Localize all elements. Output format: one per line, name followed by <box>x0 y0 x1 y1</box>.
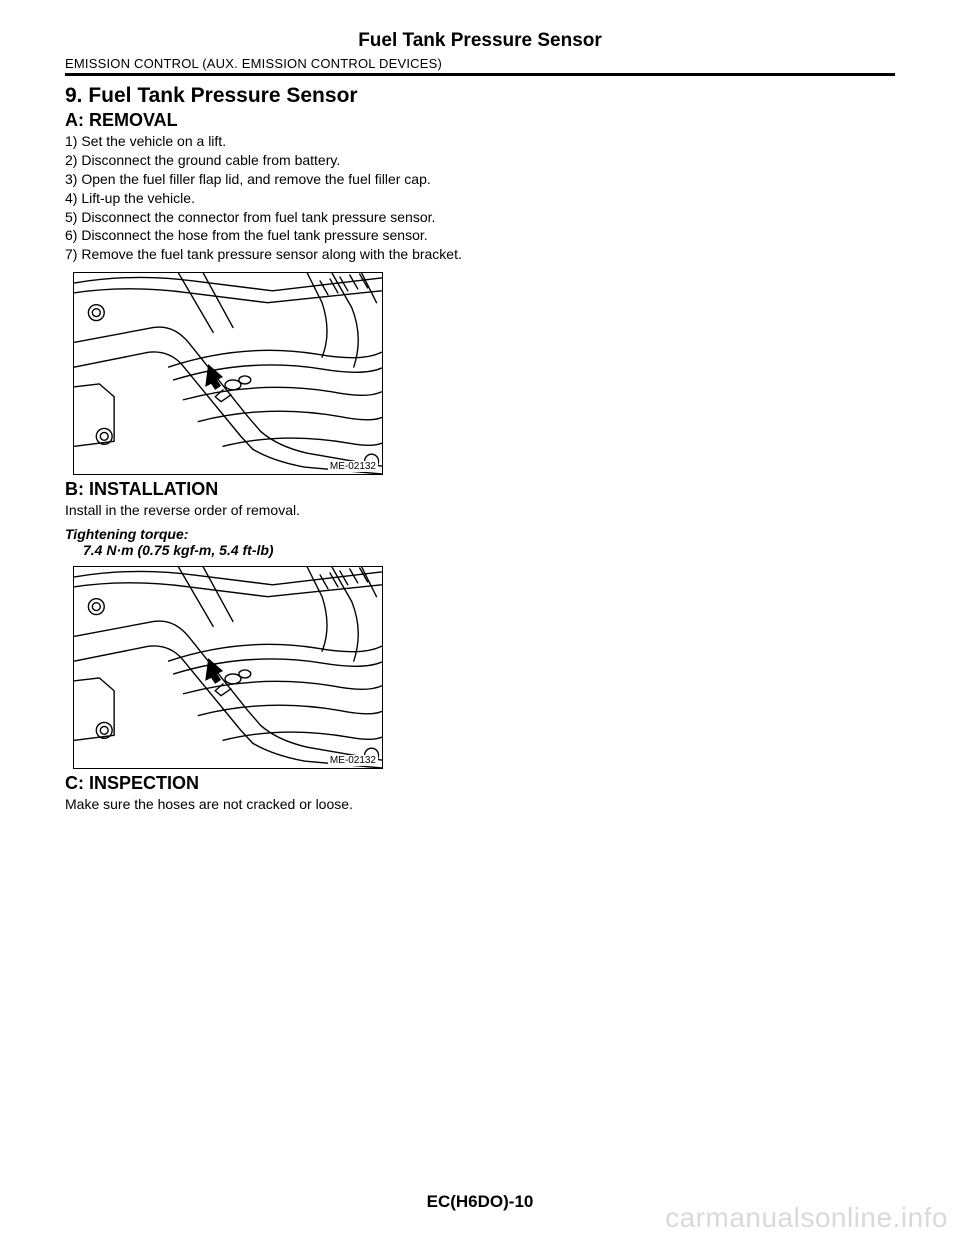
figure-2: ME-02132 <box>73 566 383 769</box>
main-column: 9. Fuel Tank Pressure Sensor A: REMOVAL … <box>65 84 470 814</box>
figure-2-label: ME-02132 <box>328 755 378 766</box>
step-1: 1) Set the vehicle on a lift. <box>65 132 470 151</box>
step-7: 7) Remove the fuel tank pressure sensor … <box>65 245 470 264</box>
heading-b-installation: B: INSTALLATION <box>65 479 470 500</box>
heading-a-removal: A: REMOVAL <box>65 110 470 131</box>
watermark: carmanualsonline.info <box>665 1202 948 1234</box>
figure-2-svg <box>74 567 382 768</box>
figure-1-label: ME-02132 <box>328 461 378 472</box>
inspection-text: Make sure the hoses are not cracked or l… <box>65 795 470 814</box>
section-number-title: 9. Fuel Tank Pressure Sensor <box>65 84 470 108</box>
torque-value: 7.4 N·m (0.75 kgf-m, 5.4 ft-lb) <box>65 542 470 558</box>
step-3: 3) Open the fuel filler flap lid, and re… <box>65 170 470 189</box>
removal-steps: 1) Set the vehicle on a lift. 2) Disconn… <box>65 132 470 264</box>
installation-text: Install in the reverse order of removal. <box>65 501 470 520</box>
figure-1: ME-02132 <box>73 272 383 475</box>
step-6: 6) Disconnect the hose from the fuel tan… <box>65 226 470 245</box>
arrow-icon <box>205 364 223 390</box>
step-4: 4) Lift-up the vehicle. <box>65 189 470 208</box>
figure-1-svg <box>74 273 382 474</box>
header-rule <box>65 73 895 76</box>
step-2: 2) Disconnect the ground cable from batt… <box>65 151 470 170</box>
arrow-icon <box>205 658 223 684</box>
page-subtitle: EMISSION CONTROL (AUX. EMISSION CONTROL … <box>65 56 895 71</box>
page-container: Fuel Tank Pressure Sensor EMISSION CONTR… <box>0 0 960 1242</box>
page-title: Fuel Tank Pressure Sensor <box>65 30 895 52</box>
step-5: 5) Disconnect the connector from fuel ta… <box>65 208 470 227</box>
torque-label: Tightening torque: <box>65 526 470 542</box>
heading-c-inspection: C: INSPECTION <box>65 773 470 794</box>
